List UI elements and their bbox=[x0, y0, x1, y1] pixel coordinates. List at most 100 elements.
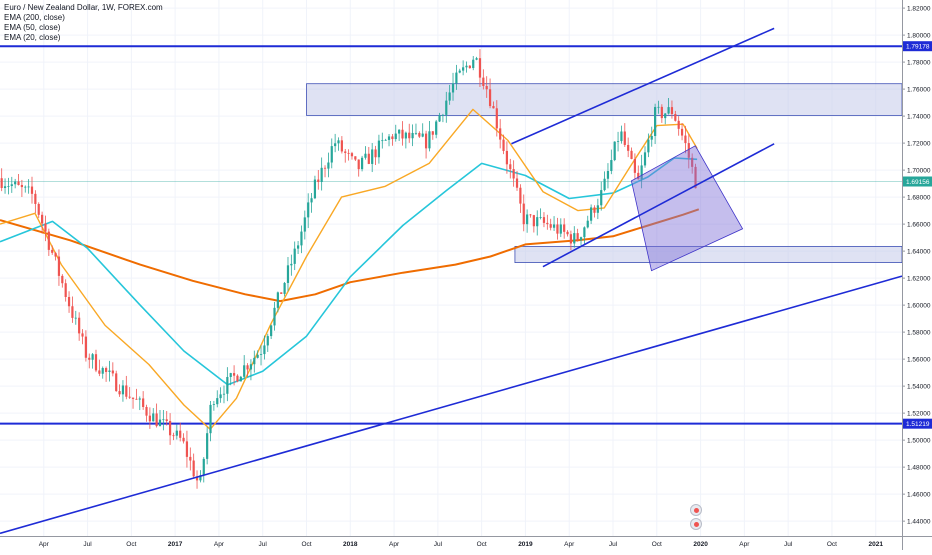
candle bbox=[677, 116, 680, 136]
candle bbox=[222, 385, 226, 404]
candle-body bbox=[101, 368, 104, 374]
candle-body bbox=[482, 77, 485, 86]
candle bbox=[616, 131, 620, 152]
candle bbox=[660, 104, 663, 123]
candle bbox=[61, 274, 64, 288]
candle-body bbox=[529, 214, 532, 216]
candle bbox=[165, 411, 168, 426]
candle bbox=[24, 185, 27, 193]
last-price-label: 1.69156 bbox=[906, 179, 930, 186]
candle-body bbox=[30, 186, 34, 194]
candle-body bbox=[303, 217, 306, 232]
candle bbox=[384, 138, 387, 141]
candle bbox=[526, 209, 529, 233]
candle bbox=[627, 137, 630, 158]
candle-body bbox=[37, 203, 40, 215]
candle-body bbox=[404, 132, 407, 139]
candle bbox=[620, 125, 623, 144]
candle bbox=[182, 433, 185, 444]
candle bbox=[239, 375, 242, 382]
time-tick-label: Jul bbox=[609, 541, 618, 548]
trendline bbox=[542, 143, 775, 268]
candle bbox=[654, 103, 657, 145]
candle bbox=[542, 212, 546, 228]
candle-body bbox=[155, 413, 158, 427]
candle bbox=[232, 365, 236, 386]
candle-body bbox=[185, 441, 189, 457]
candle bbox=[657, 100, 660, 114]
price-tick-label: 1.70000 bbox=[907, 168, 931, 175]
candle-body bbox=[222, 393, 226, 395]
candle bbox=[492, 101, 495, 109]
candle-body bbox=[411, 132, 414, 139]
candle bbox=[327, 152, 330, 178]
candle-body bbox=[121, 385, 125, 395]
legend-ema20: EMA (20, close) bbox=[4, 33, 61, 42]
candle-body bbox=[435, 121, 438, 135]
candle bbox=[488, 78, 492, 109]
candle-body bbox=[138, 398, 141, 400]
candle-body bbox=[64, 283, 67, 298]
candle bbox=[364, 146, 367, 160]
event-marker-icon[interactable] bbox=[690, 518, 702, 530]
candle-body bbox=[475, 58, 478, 60]
candle-body bbox=[276, 292, 279, 308]
candle-body bbox=[384, 139, 387, 141]
candle-body bbox=[515, 178, 519, 188]
candle bbox=[569, 230, 573, 251]
candle-body bbox=[323, 167, 327, 169]
candle bbox=[435, 119, 438, 139]
drawings bbox=[0, 27, 903, 535]
candle-body bbox=[674, 114, 677, 121]
candle bbox=[300, 225, 303, 254]
candle bbox=[566, 230, 569, 237]
candle bbox=[532, 214, 535, 233]
candle-body bbox=[209, 404, 212, 434]
candle bbox=[266, 333, 269, 352]
time-tick-label: Jul bbox=[259, 541, 268, 548]
candle-body bbox=[478, 58, 482, 78]
candle bbox=[101, 366, 104, 379]
candle-body bbox=[633, 158, 637, 173]
candle-body bbox=[27, 186, 30, 188]
candle-body bbox=[290, 263, 293, 266]
candle bbox=[556, 217, 559, 240]
candle bbox=[293, 241, 296, 271]
candle bbox=[51, 245, 54, 255]
candle-body bbox=[377, 140, 381, 158]
candle-body bbox=[451, 83, 455, 93]
candle bbox=[111, 362, 114, 377]
trendline bbox=[511, 27, 775, 145]
candle bbox=[357, 159, 360, 177]
horizontal-levels bbox=[0, 45, 902, 425]
candle-body bbox=[640, 165, 643, 180]
candle-body bbox=[179, 430, 182, 438]
ema20-line bbox=[0, 108, 698, 430]
event-marker-icon[interactable] bbox=[690, 504, 702, 516]
candle bbox=[273, 301, 276, 331]
candle bbox=[586, 215, 589, 229]
candle bbox=[34, 190, 37, 214]
candle bbox=[41, 211, 44, 234]
candle-body bbox=[98, 370, 101, 374]
level-price-tag bbox=[903, 418, 932, 429]
price-tick-label: 1.74000 bbox=[907, 114, 931, 121]
candle bbox=[502, 134, 505, 155]
candle bbox=[465, 61, 468, 73]
candle-body bbox=[10, 184, 13, 187]
candle-body bbox=[243, 365, 246, 377]
candle bbox=[317, 170, 320, 190]
candle-body bbox=[162, 419, 165, 421]
candle-body bbox=[360, 157, 364, 170]
candle-body bbox=[519, 187, 522, 204]
candle bbox=[505, 141, 509, 174]
candle bbox=[515, 171, 519, 191]
candle-body bbox=[175, 430, 178, 436]
time-tick-label: Jul bbox=[784, 541, 793, 548]
candle-body bbox=[152, 413, 155, 422]
candle-body bbox=[307, 202, 310, 218]
candle bbox=[539, 208, 542, 220]
candle-body bbox=[627, 144, 630, 151]
candle bbox=[135, 388, 138, 400]
